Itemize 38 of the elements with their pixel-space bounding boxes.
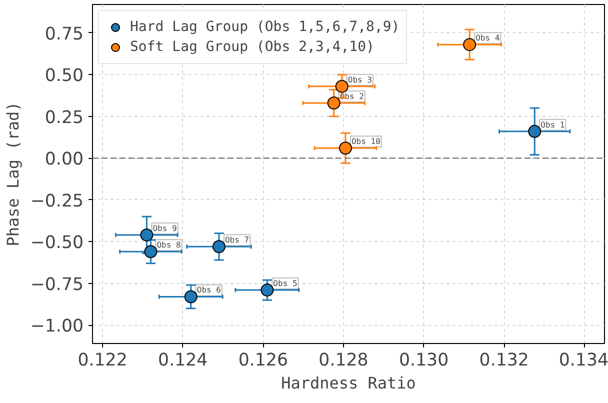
y-axis-title: Phase Lag (rad) — [3, 102, 22, 246]
annotation: Obs 5 — [273, 279, 298, 288]
annotation: Obs 9 — [152, 224, 177, 233]
x-tick-label: 0.124 — [158, 350, 208, 370]
point — [212, 240, 226, 254]
point — [260, 284, 274, 297]
annotation: Obs 3 — [348, 75, 372, 84]
y-tick-label: −0.25 — [30, 191, 84, 212]
x-tick-label: 0.134 — [558, 350, 608, 370]
y-tick-label: −1.00 — [30, 316, 84, 337]
y-tick-label: 0.75 — [44, 24, 84, 44]
point — [327, 96, 340, 110]
x-tick-label: 0.126 — [238, 350, 288, 370]
annotation: Obs 4 — [476, 34, 500, 43]
point — [463, 38, 476, 52]
point — [144, 245, 158, 258]
point — [140, 228, 154, 242]
annotation: Obs 10 — [351, 137, 381, 146]
y-tick-label: 0.25 — [44, 108, 84, 128]
legend-label: Hard Lag Group (Obs 1,5,6,7,8,9) — [130, 19, 400, 35]
annotation: Obs 6 — [196, 286, 222, 295]
y-tick-label: −0.50 — [30, 233, 84, 254]
y-tick-label: 0.00 — [44, 150, 84, 170]
point — [528, 124, 542, 138]
point — [338, 142, 352, 155]
y-tick-label: 0.50 — [44, 66, 84, 86]
annotation: Obs 8 — [156, 240, 181, 250]
x-axis-title: Hardness Ratio — [281, 374, 416, 392]
point — [184, 290, 198, 304]
annotation: Obs 1 — [540, 120, 565, 130]
legend-label: Soft Lag Group (Obs 2,3,4,10) — [130, 39, 374, 55]
x-tick-label: 0.130 — [398, 350, 449, 370]
x-tick-label: 0.132 — [479, 350, 529, 370]
point — [335, 80, 348, 93]
x-tick-label: 0.128 — [318, 350, 368, 370]
y-tick-label: −0.75 — [30, 274, 84, 295]
x-tick-label: 0.122 — [78, 350, 128, 370]
annotation: Obs 7 — [224, 236, 250, 245]
